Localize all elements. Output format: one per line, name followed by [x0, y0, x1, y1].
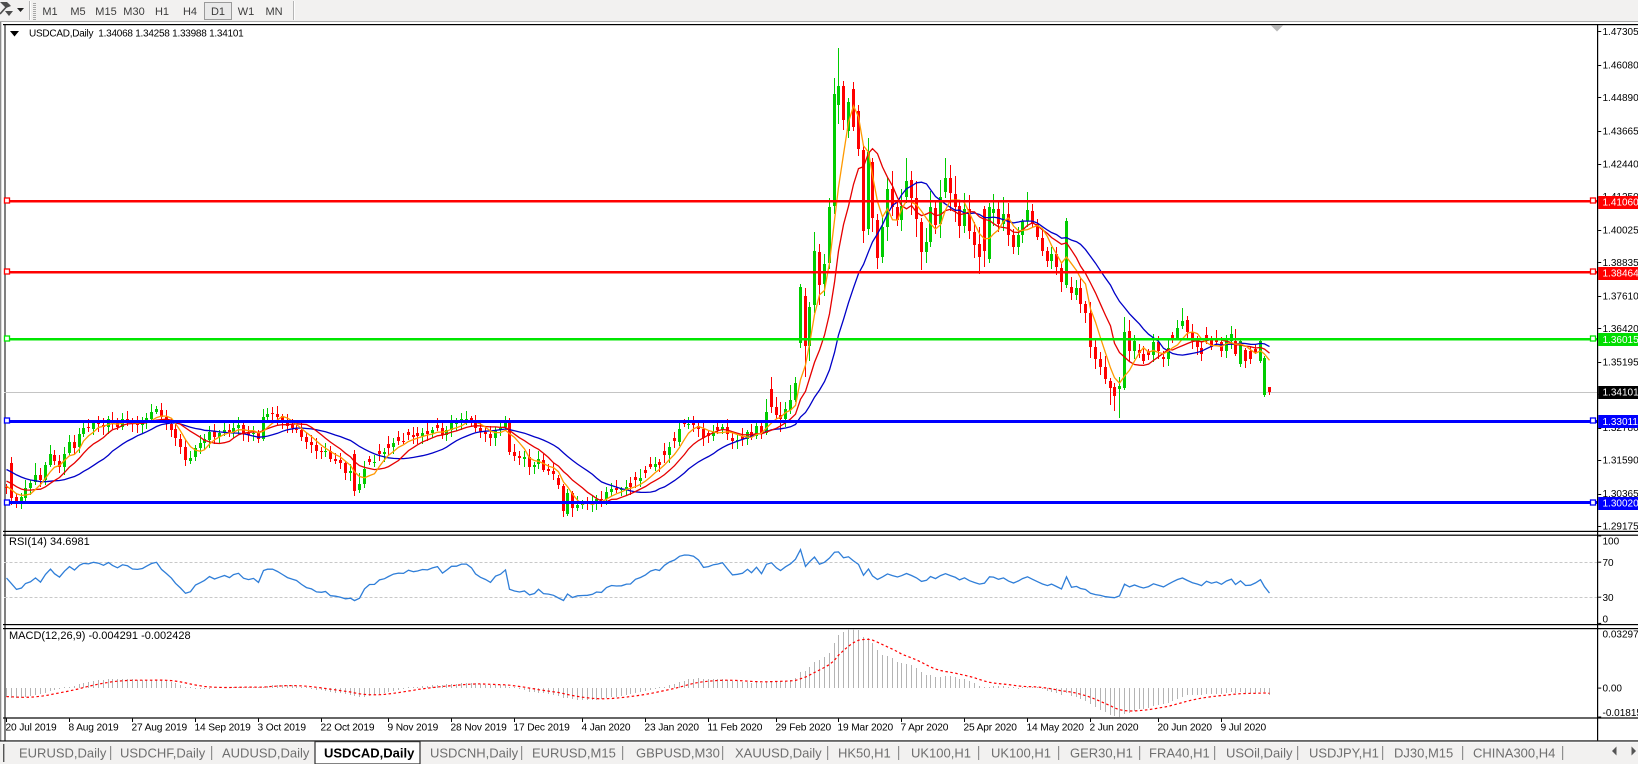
svg-text:1.36420: 1.36420 — [1603, 324, 1638, 335]
svg-text:1.40025: 1.40025 — [1603, 226, 1638, 237]
svg-text:1.38835: 1.38835 — [1603, 258, 1638, 269]
svg-text:1.36015: 1.36015 — [1603, 335, 1638, 346]
svg-text:1.42440: 1.42440 — [1603, 160, 1638, 171]
svg-text:1.29175: 1.29175 — [1603, 522, 1638, 533]
svg-text:29 Feb 2020: 29 Feb 2020 — [776, 723, 832, 734]
svg-text:0.032972: 0.032972 — [1603, 629, 1638, 640]
svg-text:1.41060: 1.41060 — [1603, 198, 1638, 209]
svg-text:30: 30 — [1603, 593, 1615, 604]
svg-text:AUDUSD,Daily: AUDUSD,Daily — [222, 746, 310, 761]
svg-text:1.30365: 1.30365 — [1603, 489, 1638, 500]
svg-text:1.33011: 1.33011 — [1603, 417, 1638, 428]
svg-text:CHINA300,H4: CHINA300,H4 — [1473, 746, 1555, 761]
svg-text:UK100,H1: UK100,H1 — [991, 746, 1051, 761]
svg-text:MACD(12,26,9) -0.004291 -0.002: MACD(12,26,9) -0.004291 -0.002428 — [9, 630, 191, 642]
svg-text:W1: W1 — [238, 6, 255, 18]
svg-text:D1: D1 — [211, 6, 225, 18]
svg-text:M15: M15 — [95, 6, 116, 18]
svg-text:UK100,H1: UK100,H1 — [911, 746, 971, 761]
svg-text:1.32780: 1.32780 — [1603, 423, 1638, 434]
svg-text:H1: H1 — [155, 6, 169, 18]
svg-text:USDJPY,H1: USDJPY,H1 — [1309, 746, 1379, 761]
svg-text:1.34101: 1.34101 — [1603, 387, 1638, 398]
svg-text:70: 70 — [1603, 558, 1615, 569]
svg-text:1.31590: 1.31590 — [1603, 456, 1638, 467]
svg-text:9 Nov 2019: 9 Nov 2019 — [388, 723, 439, 734]
svg-text:19 Mar 2020: 19 Mar 2020 — [838, 723, 894, 734]
svg-text:1.30020: 1.30020 — [1603, 499, 1638, 510]
svg-text:1.43665: 1.43665 — [1603, 126, 1638, 137]
svg-text:11 Feb 2020: 11 Feb 2020 — [708, 723, 763, 734]
svg-text:14 May 2020: 14 May 2020 — [1027, 723, 1085, 734]
svg-text:20 Jun 2020: 20 Jun 2020 — [1158, 723, 1213, 734]
svg-text:0.00: 0.00 — [1603, 684, 1623, 695]
svg-text:EURUSD,Daily: EURUSD,Daily — [19, 746, 107, 761]
svg-text:M30: M30 — [123, 6, 144, 18]
svg-text:USOil,Daily: USOil,Daily — [1226, 746, 1293, 761]
svg-text:M5: M5 — [70, 6, 85, 18]
svg-text:GER30,H1: GER30,H1 — [1070, 746, 1133, 761]
svg-text:28 Nov 2019: 28 Nov 2019 — [451, 723, 508, 734]
svg-text:1.38464: 1.38464 — [1603, 268, 1638, 279]
svg-text:25 Apr 2020: 25 Apr 2020 — [964, 723, 1018, 734]
svg-text:DJ30,M15: DJ30,M15 — [1394, 746, 1453, 761]
svg-text:FRA40,H1: FRA40,H1 — [1149, 746, 1210, 761]
svg-text:1.35195: 1.35195 — [1603, 357, 1638, 368]
svg-text:100: 100 — [1603, 537, 1620, 548]
svg-text:0: 0 — [1603, 615, 1609, 626]
svg-text:23 Jan 2020: 23 Jan 2020 — [645, 723, 700, 734]
svg-text:2 Jun 2020: 2 Jun 2020 — [1090, 723, 1139, 734]
svg-text:1.37610: 1.37610 — [1603, 292, 1638, 303]
svg-text:RSI(14) 34.6981: RSI(14) 34.6981 — [9, 536, 90, 548]
svg-text:9 Jul 2020: 9 Jul 2020 — [1221, 723, 1267, 734]
svg-text:27 Aug 2019: 27 Aug 2019 — [132, 723, 188, 734]
svg-text:7 Apr 2020: 7 Apr 2020 — [901, 723, 949, 734]
svg-text:20 Jul 2019: 20 Jul 2019 — [6, 723, 58, 734]
svg-text:M1: M1 — [42, 6, 57, 18]
svg-text:H4: H4 — [183, 6, 197, 18]
svg-text:1.44890: 1.44890 — [1603, 93, 1638, 104]
svg-text:USDCHF,Daily: USDCHF,Daily — [120, 746, 206, 761]
svg-text:XAUUSD,Daily: XAUUSD,Daily — [735, 746, 822, 761]
svg-text:USDCNH,Daily: USDCNH,Daily — [430, 746, 519, 761]
svg-text:GBPUSD,M30: GBPUSD,M30 — [636, 746, 720, 761]
svg-text:-0.018154: -0.018154 — [1603, 708, 1638, 719]
svg-text:HK50,H1: HK50,H1 — [838, 746, 891, 761]
svg-text:EURUSD,M15: EURUSD,M15 — [532, 746, 616, 761]
svg-text:MN: MN — [265, 6, 282, 18]
svg-text:22 Oct 2019: 22 Oct 2019 — [321, 723, 375, 734]
svg-text:USDCAD,Daily: USDCAD,Daily — [324, 746, 415, 761]
svg-text:1.46080: 1.46080 — [1603, 60, 1638, 71]
svg-text:4 Jan 2020: 4 Jan 2020 — [582, 723, 631, 734]
svg-text:1.47305: 1.47305 — [1603, 27, 1638, 38]
svg-text:14 Sep 2019: 14 Sep 2019 — [195, 723, 252, 734]
svg-text:17 Dec 2019: 17 Dec 2019 — [514, 723, 571, 734]
svg-text:3 Oct 2019: 3 Oct 2019 — [258, 723, 307, 734]
svg-text:8 Aug 2019: 8 Aug 2019 — [69, 723, 120, 734]
svg-text:USDCAD,Daily 1.34068 1.34258: USDCAD,Daily 1.34068 1.34258 1.33988 1.3… — [29, 29, 244, 40]
